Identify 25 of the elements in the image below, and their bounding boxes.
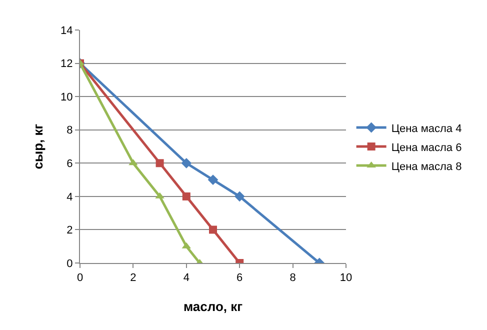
x-tick-label: 4 <box>183 272 190 284</box>
legend-label: Цена масла 6 <box>391 142 462 154</box>
x-tick-label: 10 <box>340 272 352 284</box>
y-tick-label: 12 <box>60 58 73 70</box>
point <box>208 174 218 185</box>
x-axis-title: масло, кг <box>183 298 244 314</box>
y-tick-label: 6 <box>66 158 73 170</box>
y-tick-label: 8 <box>66 124 73 137</box>
y-tick-label: 4 <box>66 191 73 204</box>
point <box>156 159 164 168</box>
point <box>181 158 192 168</box>
legend-label: Цена масла 8 <box>391 160 462 173</box>
x-tick-label: 0 <box>76 272 84 284</box>
y-tick-label: 10 <box>60 91 73 104</box>
y-tick-label: 14 <box>60 24 73 37</box>
y-tick-label: 2 <box>66 224 73 237</box>
x-tick-label: 6 <box>236 272 243 284</box>
y-tick-label: 0 <box>66 258 73 270</box>
legend-label: Цена масла 4 <box>391 122 462 135</box>
point <box>234 191 245 202</box>
x-tick-label: 8 <box>290 272 296 284</box>
point <box>182 192 190 200</box>
x-tick-label: 2 <box>130 272 136 284</box>
y-axis-title: сыр, кг <box>30 123 46 170</box>
point <box>209 226 217 234</box>
